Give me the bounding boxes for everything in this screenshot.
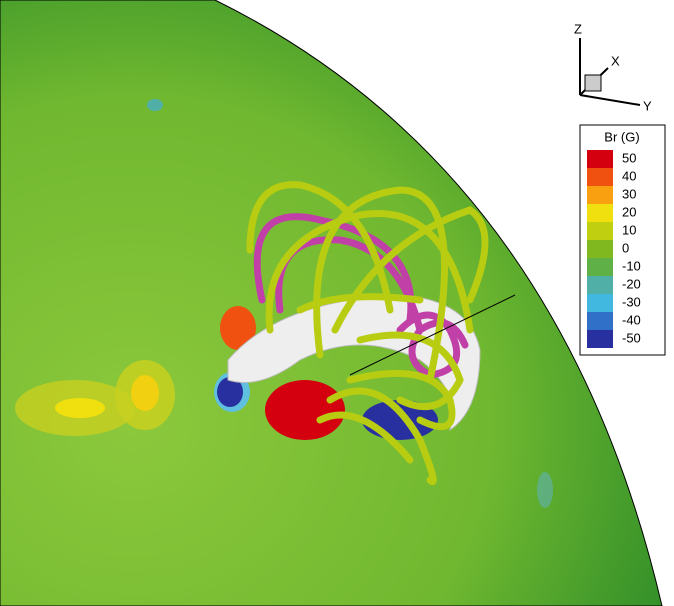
colorbar-swatch [587, 150, 613, 168]
colorbar-swatch [587, 240, 613, 258]
colorbar-label: -50 [622, 330, 641, 345]
colorbar-title: Br (G) [604, 129, 639, 144]
colorbar-swatch [587, 204, 613, 222]
colorbar-label: -10 [622, 258, 641, 273]
colorbar-label: 10 [622, 222, 636, 237]
colorbar-label: -20 [622, 276, 641, 291]
colorbar-label: 20 [622, 204, 636, 219]
colorbar-swatch [587, 168, 613, 186]
colorbar-swatch [587, 258, 613, 276]
colorbar-label: -30 [622, 294, 641, 309]
axis-label-y: Y [643, 98, 652, 113]
colorbar-label: 50 [622, 150, 636, 165]
colorbar-swatch [587, 312, 613, 330]
colorbar-label: -40 [622, 312, 641, 327]
colorbar-swatch [587, 294, 613, 312]
colorbar-swatch [587, 276, 613, 294]
colorbar-swatch [587, 222, 613, 240]
visualization: Z X Y Br (G) 50 40 30 20 10 0 -10 -20 -30 -40 -50 [0, 0, 674, 606]
axis-label-x: X [611, 53, 620, 68]
axis-label-z: Z [574, 21, 582, 36]
colorbar-swatch [587, 330, 613, 348]
colorbar-label: 30 [622, 186, 636, 201]
colorbar-label: 40 [622, 168, 636, 183]
colorbar-label: 0 [622, 240, 629, 255]
colorbar-swatch [587, 186, 613, 204]
